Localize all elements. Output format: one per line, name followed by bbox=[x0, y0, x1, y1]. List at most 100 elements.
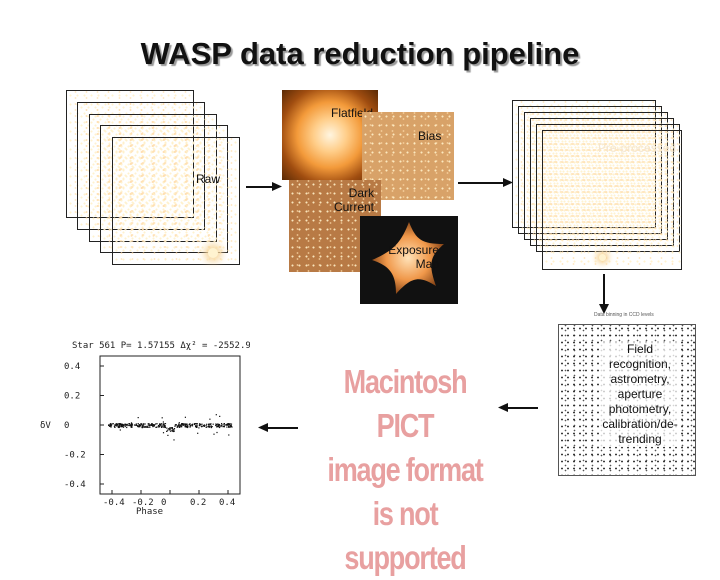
arrow-pict-to-lightcurve bbox=[266, 427, 298, 429]
lightcurve-point bbox=[177, 426, 179, 428]
lightcurve-point bbox=[114, 424, 116, 427]
lightcurve-point bbox=[149, 426, 151, 428]
y-tick-label: 0 bbox=[64, 421, 69, 431]
lightcurve-point bbox=[161, 426, 163, 428]
lightcurve-point bbox=[187, 425, 189, 427]
lightcurve-point bbox=[108, 425, 111, 427]
lightcurve-point bbox=[142, 426, 144, 428]
lightcurve-point bbox=[207, 424, 210, 426]
lightcurve-point bbox=[110, 426, 112, 428]
lightcurve-point bbox=[109, 425, 112, 427]
lightcurve-point bbox=[218, 424, 220, 426]
lightcurve-point bbox=[200, 423, 202, 426]
lightcurve-point bbox=[144, 425, 146, 427]
field-steps-label: Field recognition, astrometry, aperture … bbox=[600, 342, 680, 447]
lightcurve-point bbox=[196, 425, 198, 427]
lightcurve-point bbox=[185, 426, 188, 428]
lightcurve-point bbox=[122, 424, 124, 426]
lightcurve-point bbox=[173, 428, 176, 430]
lightcurve-point bbox=[144, 423, 146, 425]
lightcurve-point bbox=[181, 423, 183, 425]
lightcurve-point bbox=[172, 429, 174, 431]
lightcurve-point bbox=[173, 439, 175, 441]
lightcurve-point bbox=[176, 425, 178, 427]
lightcurve-point bbox=[199, 423, 201, 425]
lightcurve-point bbox=[219, 426, 221, 429]
lightcurve-point bbox=[178, 425, 180, 427]
lightcurve-point bbox=[131, 425, 133, 427]
lightcurve-point bbox=[185, 424, 187, 426]
bias-image bbox=[362, 112, 454, 200]
lightcurve-point bbox=[141, 424, 143, 426]
raw-frame bbox=[112, 137, 240, 265]
lightcurve-point bbox=[156, 423, 158, 425]
preprocessed-label: Pre-processed bbox=[598, 141, 677, 155]
lightcurve-point bbox=[116, 423, 118, 426]
lightcurve-point bbox=[179, 425, 181, 427]
pict-line2: image format bbox=[327, 451, 483, 488]
lightcurve-point bbox=[172, 428, 174, 430]
lightcurve-point bbox=[118, 423, 120, 425]
lightcurve-point bbox=[163, 426, 165, 428]
lightcurve-point bbox=[187, 426, 189, 429]
lightcurve-point bbox=[172, 430, 175, 433]
lightcurve-xlabel: Phase bbox=[136, 507, 163, 517]
lightcurve-point bbox=[198, 425, 200, 427]
lightcurve-point bbox=[219, 415, 221, 417]
lightcurve-point bbox=[153, 425, 155, 427]
lightcurve-point bbox=[119, 424, 122, 426]
lightcurve-point bbox=[229, 424, 231, 426]
lightcurve-point bbox=[173, 429, 175, 431]
lightcurve-point bbox=[120, 426, 122, 428]
lightcurve-point bbox=[151, 424, 153, 426]
pict-line3: is not supported bbox=[344, 495, 466, 576]
lightcurve-header: Star 561 P= 1.57155 Δχ² = -2552.9 bbox=[72, 341, 250, 351]
lightcurve-point bbox=[117, 423, 119, 425]
lightcurve-point bbox=[148, 425, 150, 427]
lightcurve-point bbox=[108, 424, 110, 426]
lightcurve-point bbox=[218, 423, 220, 426]
lightcurve-point bbox=[150, 424, 152, 426]
lightcurve-point bbox=[157, 425, 160, 427]
lightcurve-point bbox=[230, 426, 232, 428]
lightcurve-point bbox=[189, 426, 191, 428]
lightcurve-point bbox=[217, 424, 219, 426]
lightcurve-point bbox=[197, 432, 199, 434]
lightcurve-point bbox=[174, 424, 176, 426]
lightcurve-point bbox=[186, 426, 189, 428]
lightcurve-point bbox=[210, 423, 212, 425]
lightcurve-point bbox=[229, 423, 231, 425]
lightcurve-point bbox=[173, 430, 175, 432]
lightcurve-point bbox=[178, 423, 180, 425]
lightcurve-point bbox=[158, 426, 160, 428]
lightcurve-point bbox=[180, 426, 182, 428]
lightcurve-point bbox=[126, 425, 128, 427]
lightcurve-point bbox=[140, 423, 142, 425]
lightcurve-point bbox=[229, 425, 231, 427]
lightcurve-point bbox=[115, 423, 117, 425]
lightcurve-point bbox=[110, 424, 112, 426]
lightcurve-point bbox=[210, 426, 212, 429]
lightcurve-point bbox=[136, 424, 138, 426]
lightcurve-point bbox=[140, 424, 142, 426]
lightcurve-point bbox=[212, 423, 214, 425]
bias-label: Bias bbox=[418, 129, 442, 143]
lightcurve-point bbox=[216, 426, 218, 428]
lightcurve-point bbox=[149, 424, 151, 426]
lightcurve-point bbox=[230, 423, 233, 425]
lightcurve-point bbox=[178, 422, 180, 424]
x-tick-label: 0 bbox=[161, 498, 166, 508]
lightcurve-point bbox=[211, 426, 213, 428]
lightcurve-point bbox=[159, 425, 161, 427]
lightcurve-point bbox=[138, 426, 140, 428]
lightcurve-point bbox=[176, 426, 178, 428]
exposure-map-image bbox=[360, 216, 458, 304]
lightcurve-point bbox=[134, 424, 136, 426]
lightcurve-point bbox=[227, 423, 229, 425]
lightcurve-point bbox=[207, 426, 210, 428]
lightcurve-point bbox=[194, 423, 196, 425]
lightcurve-point bbox=[119, 425, 121, 427]
lightcurve-point bbox=[113, 425, 115, 427]
lightcurve-point bbox=[110, 423, 112, 425]
lightcurve-point bbox=[108, 424, 111, 426]
